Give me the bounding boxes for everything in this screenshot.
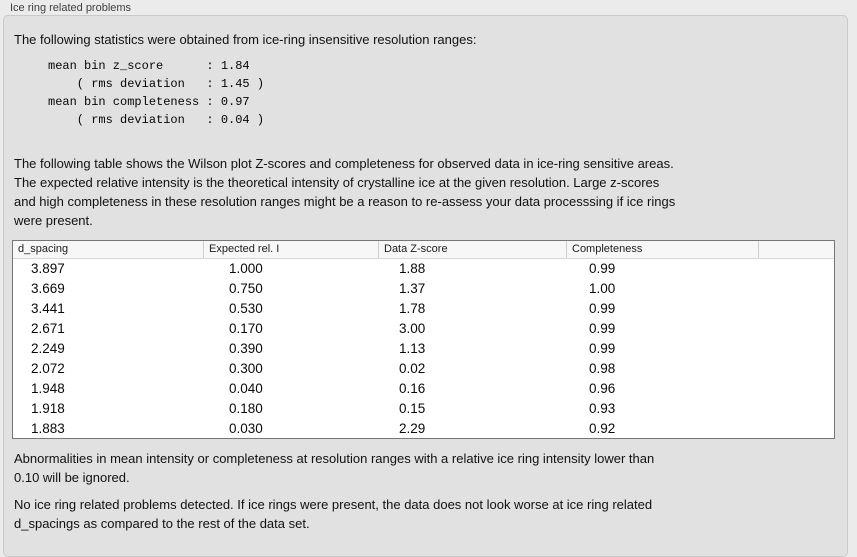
table-cell: 3.897	[31, 261, 65, 276]
table-cell: 2.072	[31, 361, 65, 376]
table-cell	[758, 319, 834, 339]
table-cell	[758, 379, 834, 399]
table-cell: 1.37	[399, 281, 426, 296]
column-header-filler	[758, 241, 834, 258]
column-header-expected-rel-i[interactable]: Expected rel. I	[203, 241, 378, 258]
table-cell: 1.948	[31, 381, 65, 396]
table-row[interactable]: 1.948 0.040 0.16 0.96	[13, 379, 834, 399]
table-row[interactable]: 2.072 0.300 0.02 0.98	[13, 359, 834, 379]
table-row[interactable]: 1.883 0.030 2.29 0.92	[13, 419, 834, 439]
table-cell	[758, 419, 834, 439]
table-cell: 0.170	[229, 321, 263, 336]
table-cell: 2.29	[399, 421, 426, 436]
table-cell: 0.92	[589, 421, 616, 436]
table-cell: 0.750	[229, 281, 263, 296]
table-row[interactable]: 1.918 0.180 0.15 0.93	[13, 399, 834, 419]
table-cell	[758, 259, 834, 279]
ice-ring-table[interactable]: d_spacing Expected rel. I Data Z-score C…	[12, 240, 835, 439]
table-cell: 3.441	[31, 301, 65, 316]
table-row[interactable]: 3.897 1.000 1.88 0.99	[13, 259, 834, 279]
table-cell: 0.040	[229, 381, 263, 396]
table-header-row: d_spacing Expected rel. I Data Z-score C…	[13, 241, 834, 259]
table-row[interactable]: 3.669 0.750 1.37 1.00	[13, 279, 834, 299]
table-cell: 2.249	[31, 341, 65, 356]
table-cell: 0.99	[589, 261, 616, 276]
table-cell: 0.030	[229, 421, 263, 436]
table-description: The following table shows the Wilson plo…	[14, 156, 676, 228]
table-cell: 0.16	[399, 381, 426, 396]
table-cell: 0.180	[229, 401, 263, 416]
table-cell: 3.00	[399, 321, 426, 336]
panel-title: Ice ring related problems	[10, 2, 132, 14]
table-cell: 3.669	[31, 281, 65, 296]
table-cell	[758, 359, 834, 379]
column-header-completeness[interactable]: Completeness	[566, 241, 758, 258]
table-cell: 0.02	[399, 361, 426, 376]
column-header-data-z-score[interactable]: Data Z-score	[378, 241, 566, 258]
table-cell: 1.88	[399, 261, 426, 276]
table-cell: 0.96	[589, 381, 616, 396]
table-cell	[758, 279, 834, 299]
table-cell: 1.883	[31, 421, 65, 436]
stats-block: mean bin z_score : 1.84 ( rms deviation …	[48, 59, 265, 127]
table-cell: 0.530	[229, 301, 263, 316]
table-cell: 0.99	[589, 341, 616, 356]
table-cell: 2.671	[31, 321, 65, 336]
table-cell: 1.78	[399, 301, 426, 316]
table-cell: 0.390	[229, 341, 263, 356]
table-cell: 0.15	[399, 401, 426, 416]
table-row[interactable]: 3.441 0.530 1.78 0.99	[13, 299, 834, 319]
table-cell: 0.300	[229, 361, 263, 376]
table-cell: 0.93	[589, 401, 616, 416]
table-cell: 0.99	[589, 301, 616, 316]
table-cell: 0.98	[589, 361, 616, 376]
table-cell: 0.99	[589, 321, 616, 336]
table-cell	[758, 399, 834, 419]
table-row[interactable]: 2.249 0.390 1.13 0.99	[13, 339, 834, 359]
table-row[interactable]: 2.671 0.170 3.00 0.99	[13, 319, 834, 339]
intro-text: The following statistics were obtained f…	[14, 32, 477, 47]
table-cell	[758, 339, 834, 359]
table-cell: 1.918	[31, 401, 65, 416]
table-cell: 1.000	[229, 261, 263, 276]
ignore-note: Abnormalities in mean intensity or compl…	[14, 451, 655, 485]
table-cell	[758, 299, 834, 319]
column-header-d-spacing[interactable]: d_spacing	[18, 243, 69, 255]
conclusion-text: No ice ring related problems detected. I…	[14, 497, 653, 531]
table-cell: 1.00	[589, 281, 616, 296]
table-cell: 1.13	[399, 341, 426, 356]
